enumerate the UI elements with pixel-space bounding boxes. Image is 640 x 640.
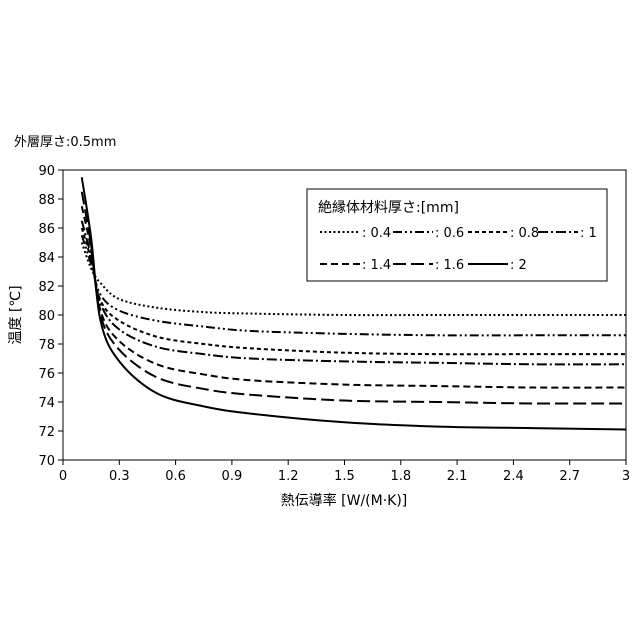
x-tick-label: 0 bbox=[59, 469, 67, 484]
y-tick-label: 74 bbox=[38, 396, 55, 411]
y-tick-label: 86 bbox=[38, 222, 55, 237]
y-tick-label: 82 bbox=[38, 280, 55, 295]
legend-label-1: : 0.6 bbox=[435, 226, 464, 241]
x-tick-label: 1.8 bbox=[390, 469, 411, 484]
x-tick-label: 2.1 bbox=[447, 469, 468, 484]
legend-title: 絶縁体材料厚さ:[mm] bbox=[318, 200, 459, 216]
y-tick-label: 80 bbox=[38, 309, 55, 324]
x-tick-label: 0.6 bbox=[165, 469, 186, 484]
y-tick-label: 72 bbox=[38, 425, 55, 440]
legend: 絶縁体材料厚さ:[mm] : 0.4 : 0.6 : 0.8 : 1 : 1.4 : 1.… bbox=[307, 189, 607, 281]
x-tick-label: 2.7 bbox=[559, 469, 580, 484]
legend-label-5: : 1.6 bbox=[435, 258, 464, 273]
legend-label-0: : 0.4 bbox=[362, 226, 391, 241]
y-tick-label: 70 bbox=[38, 454, 55, 469]
x-tick-label: 1.2 bbox=[278, 469, 299, 484]
y-axis-label: 温度 [℃] bbox=[8, 285, 24, 344]
legend-label-4: : 1.4 bbox=[362, 258, 391, 273]
x-axis-label: 熱伝導率 [W/(M·K)] bbox=[281, 492, 408, 509]
y-tick-label: 78 bbox=[38, 338, 55, 353]
x-tick-label: 1.5 bbox=[334, 469, 355, 484]
x-tick-label: 0.9 bbox=[222, 469, 243, 484]
y-tick-label: 88 bbox=[38, 193, 55, 208]
x-tick-label: 2.4 bbox=[503, 469, 524, 484]
y-tick-label: 76 bbox=[38, 367, 55, 382]
y-tick-label: 90 bbox=[38, 164, 55, 179]
x-tick-label: 0.3 bbox=[109, 469, 130, 484]
y-tick-label: 84 bbox=[38, 251, 55, 266]
legend-label-3: : 1 bbox=[580, 226, 597, 241]
legend-label-2: : 0.8 bbox=[510, 226, 539, 241]
x-tick-label: 3 bbox=[622, 469, 630, 484]
legend-label-6: : 2 bbox=[510, 258, 527, 273]
